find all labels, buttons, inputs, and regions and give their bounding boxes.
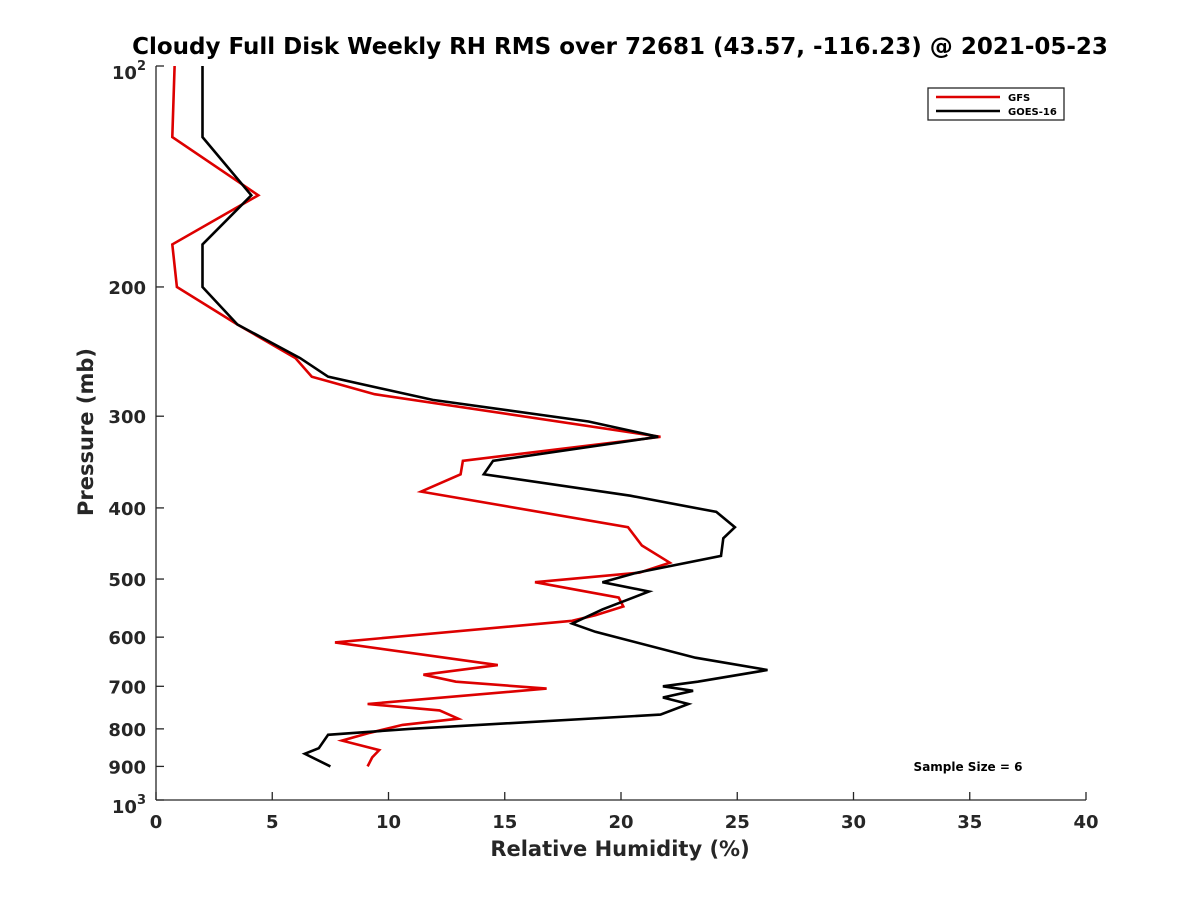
x-tick-label: 20 [608,812,633,833]
legend-box [927,87,1065,121]
y-tick-label: 500 [108,570,146,591]
y-tick-label: 600 [108,628,146,649]
series-line-gfs [170,65,673,767]
y-tick-label: 300 [108,407,146,428]
chart-title: Cloudy Full Disk Weekly RH RMS over 7268… [132,34,1108,60]
plot-area: 0 5 10 15 20 25 30 35 40 102 200 300 400 500 600 700 800… [108,59,1098,833]
legend: GFS GOES-16 [927,87,1065,121]
sample-size-annotation: Sample Size = 6 [914,760,1023,774]
y-tick-label: 700 [108,677,146,698]
y-tick-label: 200 [108,278,146,299]
y-tick-label: 800 [108,720,146,741]
y-axis-label: Pressure (mb) [74,348,98,516]
y-tick-label: 400 [108,499,146,520]
y-tick-label: 900 [108,757,146,778]
legend-label-goes-16: GOES-16 [1008,107,1057,118]
x-axis-label: Relative Humidity (%) [490,837,749,861]
x-tick-label: 5 [266,812,279,833]
x-tick-label: 15 [492,812,517,833]
x-tick-label: 25 [725,812,750,833]
x-tick-label: 40 [1073,812,1098,833]
legend-label-gfs: GFS [1008,93,1030,104]
x-tick-label: 30 [841,812,866,833]
x-tick-label: 0 [150,812,163,833]
y-tick-label: 102 [112,59,146,84]
series-line-goes-16 [201,66,768,768]
y-tick-label: 103 [112,793,146,818]
x-tick-label: 35 [957,812,982,833]
x-tick-label: 10 [376,812,401,833]
